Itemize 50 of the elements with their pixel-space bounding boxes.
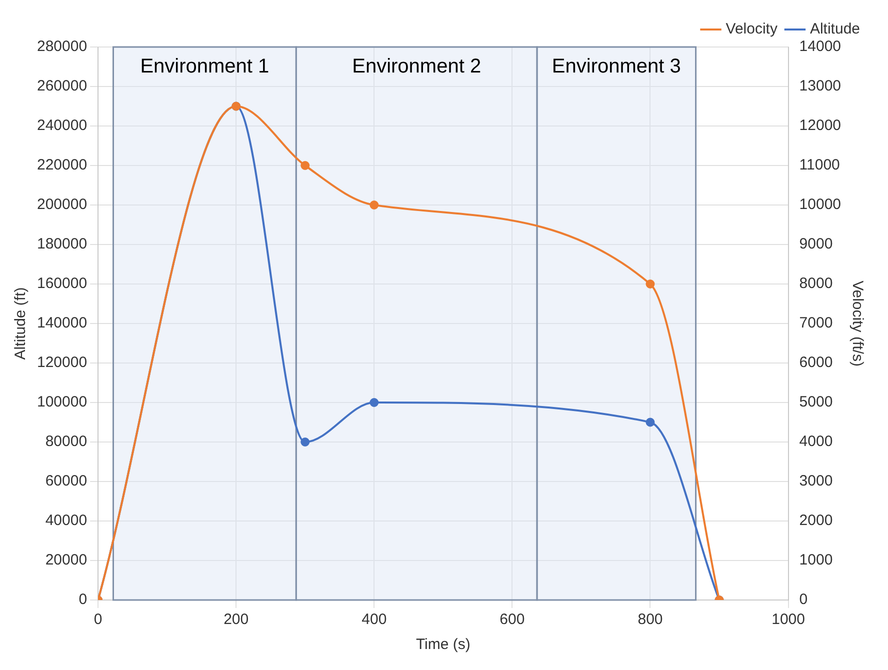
point	[646, 418, 655, 427]
y-tick-label: 20000	[45, 552, 88, 569]
y2-tick-label: 10000	[799, 196, 842, 214]
point	[370, 398, 379, 407]
point	[300, 438, 310, 446]
y-tick-label: 40000	[45, 512, 88, 530]
y2-tick-label: 9000	[799, 236, 833, 253]
y-tick-label: 240000	[36, 117, 88, 134]
y-tick-label: 100000	[36, 394, 88, 411]
y2-tick-label: 4000	[799, 433, 833, 450]
x-tick-label: 1000	[772, 611, 805, 628]
y-tick-label: 120000	[36, 354, 88, 372]
x-tick-label: 600	[500, 611, 525, 628]
band-label: Environment 3	[552, 56, 681, 78]
band-label: Environment 1	[140, 56, 270, 78]
y2-tick-label: 2000	[799, 512, 833, 530]
y2-tick-label: 13000	[799, 78, 842, 95]
y-tick-label: 0	[78, 591, 88, 608]
y-tick-label: 180000	[36, 236, 88, 253]
legend-label: Velocity	[726, 20, 778, 38]
y-tick-label: 260000	[36, 78, 88, 95]
y2-tick-label: 5000	[799, 394, 833, 411]
y-tick-label: 60000	[45, 472, 88, 490]
point	[300, 161, 310, 170]
y2-tick-label: 7000	[799, 314, 833, 332]
x-tick-label: 0	[94, 611, 102, 628]
y2-tick-label: 1000	[799, 552, 833, 569]
y2-tick-label: 11000	[799, 156, 840, 174]
y2-tick-label: 14000	[799, 38, 842, 56]
y2-tick-label: 8000	[799, 275, 833, 292]
y2-tick-label: 6000	[799, 354, 833, 372]
legend-label: Altitude	[810, 20, 860, 38]
point	[646, 280, 655, 288]
y2-tick-label: 0	[799, 591, 808, 608]
y-tick-label: 280000	[36, 38, 88, 56]
y-tick-label: 80000	[45, 433, 88, 450]
x-tick-label: 400	[362, 611, 387, 628]
y-tick-label: 140000	[36, 314, 88, 332]
x-tick-label: 200	[224, 611, 249, 628]
y-tick-label: 200000	[36, 196, 88, 214]
y-tick-label: 220000	[36, 156, 88, 174]
y2-axis-title: Velocity (ft/s)	[848, 280, 866, 366]
x-tick-label: 800	[638, 611, 663, 628]
y-tick-label: 160000	[36, 275, 88, 292]
point	[370, 200, 379, 210]
band-label: Environment 2	[352, 56, 482, 78]
y2-tick-label: 12000	[799, 117, 842, 134]
y-axis-title: Altitude (ft)	[12, 287, 30, 360]
x-axis-title: Time (s)	[416, 636, 470, 654]
y2-tick-label: 3000	[799, 472, 833, 490]
